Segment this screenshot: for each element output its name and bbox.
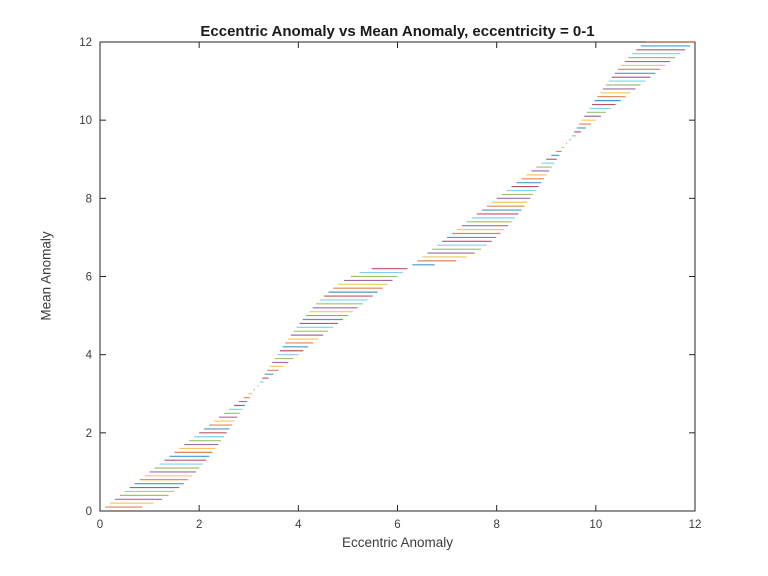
x-tick-label: 10 [589, 519, 602, 531]
x-tick-label: 8 [493, 519, 499, 531]
y-tick-label: 6 [86, 272, 92, 284]
y-tick-label: 0 [86, 506, 92, 518]
x-tick-label: 4 [295, 519, 302, 531]
y-tick-label: 12 [79, 37, 92, 49]
x-tick-label: 12 [689, 519, 702, 531]
x-tick-label: 0 [97, 519, 103, 531]
chart-title: Eccentric Anomaly vs Mean Anomaly, eccen… [200, 23, 595, 40]
y-tick-label: 4 [86, 350, 93, 362]
x-tick-label: 6 [394, 519, 400, 531]
x-axis-label: Eccentric Anomaly [341, 535, 454, 550]
y-tick-label: 8 [86, 193, 92, 205]
y-tick-label: 2 [86, 428, 92, 440]
y-axis-label: Mean Anomaly [38, 231, 54, 321]
y-tick-label: 10 [79, 115, 92, 127]
x-tick-label: 2 [196, 519, 202, 531]
